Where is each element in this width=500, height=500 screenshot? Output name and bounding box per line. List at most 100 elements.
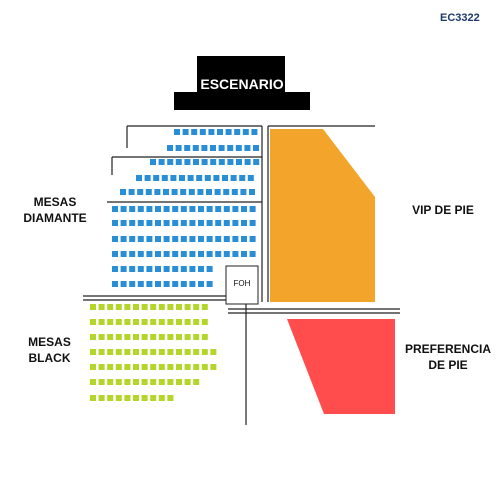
seat[interactable] xyxy=(198,266,204,272)
seat[interactable] xyxy=(175,159,182,165)
seat[interactable] xyxy=(184,334,191,340)
seat[interactable] xyxy=(206,266,213,272)
seat[interactable] xyxy=(137,220,144,226)
seat[interactable] xyxy=(242,129,249,135)
seat[interactable] xyxy=(193,349,200,355)
seat[interactable] xyxy=(141,334,148,340)
seat[interactable] xyxy=(251,129,258,135)
seat[interactable] xyxy=(120,281,127,287)
seat[interactable] xyxy=(107,379,114,385)
seat[interactable] xyxy=(90,395,96,401)
seat[interactable] xyxy=(112,220,118,226)
seat[interactable] xyxy=(137,251,144,257)
seat[interactable] xyxy=(133,319,139,325)
seat[interactable] xyxy=(232,206,239,212)
seat[interactable] xyxy=(222,175,228,181)
seat[interactable] xyxy=(249,189,255,195)
seat[interactable] xyxy=(184,304,191,310)
seat[interactable] xyxy=(98,349,105,355)
seat[interactable] xyxy=(150,349,157,355)
seat[interactable] xyxy=(150,319,157,325)
seat[interactable] xyxy=(214,189,221,195)
seat[interactable] xyxy=(150,304,157,310)
seat[interactable] xyxy=(120,251,127,257)
seat[interactable] xyxy=(215,236,222,242)
seat[interactable] xyxy=(124,379,131,385)
seat[interactable] xyxy=(223,206,230,212)
seat[interactable] xyxy=(184,379,191,385)
seat[interactable] xyxy=(244,159,251,165)
seat[interactable] xyxy=(241,220,247,226)
preferencia-de-pie-area[interactable] xyxy=(287,319,395,414)
seat[interactable] xyxy=(170,175,177,181)
seat[interactable] xyxy=(163,281,170,287)
seat[interactable] xyxy=(98,319,105,325)
seat[interactable] xyxy=(241,251,247,257)
seat[interactable] xyxy=(218,145,225,151)
stage[interactable] xyxy=(174,56,310,110)
seat[interactable] xyxy=(217,129,223,135)
seat[interactable] xyxy=(176,334,182,340)
seat[interactable] xyxy=(189,236,196,242)
seat[interactable] xyxy=(171,189,178,195)
seat[interactable] xyxy=(201,349,208,355)
seat[interactable] xyxy=(180,251,187,257)
seat[interactable] xyxy=(112,281,118,287)
seat[interactable] xyxy=(150,395,157,401)
seat[interactable] xyxy=(180,266,187,272)
seat[interactable] xyxy=(180,281,187,287)
seat[interactable] xyxy=(198,281,204,287)
seat[interactable] xyxy=(137,206,144,212)
seat[interactable] xyxy=(176,364,182,370)
seat[interactable] xyxy=(129,251,136,257)
seat[interactable] xyxy=(206,236,213,242)
seat[interactable] xyxy=(241,206,247,212)
seat[interactable] xyxy=(208,129,215,135)
seat[interactable] xyxy=(128,189,135,195)
seat[interactable] xyxy=(163,266,170,272)
seat[interactable] xyxy=(167,159,174,165)
seat[interactable] xyxy=(167,379,174,385)
seat[interactable] xyxy=(155,266,161,272)
seat[interactable] xyxy=(115,319,122,325)
seat[interactable] xyxy=(176,319,182,325)
seat[interactable] xyxy=(241,236,247,242)
seat[interactable] xyxy=(249,206,256,212)
seat[interactable] xyxy=(146,266,153,272)
seat[interactable] xyxy=(204,175,211,181)
seat[interactable] xyxy=(120,206,127,212)
seat[interactable] xyxy=(223,189,230,195)
seat[interactable] xyxy=(180,189,187,195)
seat[interactable] xyxy=(182,129,189,135)
seat[interactable] xyxy=(155,236,161,242)
seat[interactable] xyxy=(129,206,136,212)
seat[interactable] xyxy=(176,379,182,385)
seat[interactable] xyxy=(206,189,212,195)
seat[interactable] xyxy=(175,145,182,151)
seat[interactable] xyxy=(129,281,136,287)
seat[interactable] xyxy=(98,304,105,310)
seat[interactable] xyxy=(115,395,122,401)
seat[interactable] xyxy=(107,349,114,355)
seat[interactable] xyxy=(189,251,196,257)
seat[interactable] xyxy=(167,304,174,310)
seat[interactable] xyxy=(133,364,139,370)
seat[interactable] xyxy=(223,236,230,242)
seat[interactable] xyxy=(192,145,199,151)
seat[interactable] xyxy=(146,281,153,287)
seat[interactable] xyxy=(155,251,161,257)
seat[interactable] xyxy=(244,145,251,151)
seat[interactable] xyxy=(225,129,232,135)
seat[interactable] xyxy=(98,395,105,401)
seat[interactable] xyxy=(215,206,222,212)
seat[interactable] xyxy=(120,236,127,242)
seat[interactable] xyxy=(227,159,234,165)
seat[interactable] xyxy=(193,159,199,165)
seat[interactable] xyxy=(174,129,180,135)
seat[interactable] xyxy=(193,319,200,325)
seat[interactable] xyxy=(227,145,234,151)
seat[interactable] xyxy=(253,145,259,151)
seat[interactable] xyxy=(133,304,139,310)
seat[interactable] xyxy=(176,304,182,310)
seat[interactable] xyxy=(179,175,185,181)
